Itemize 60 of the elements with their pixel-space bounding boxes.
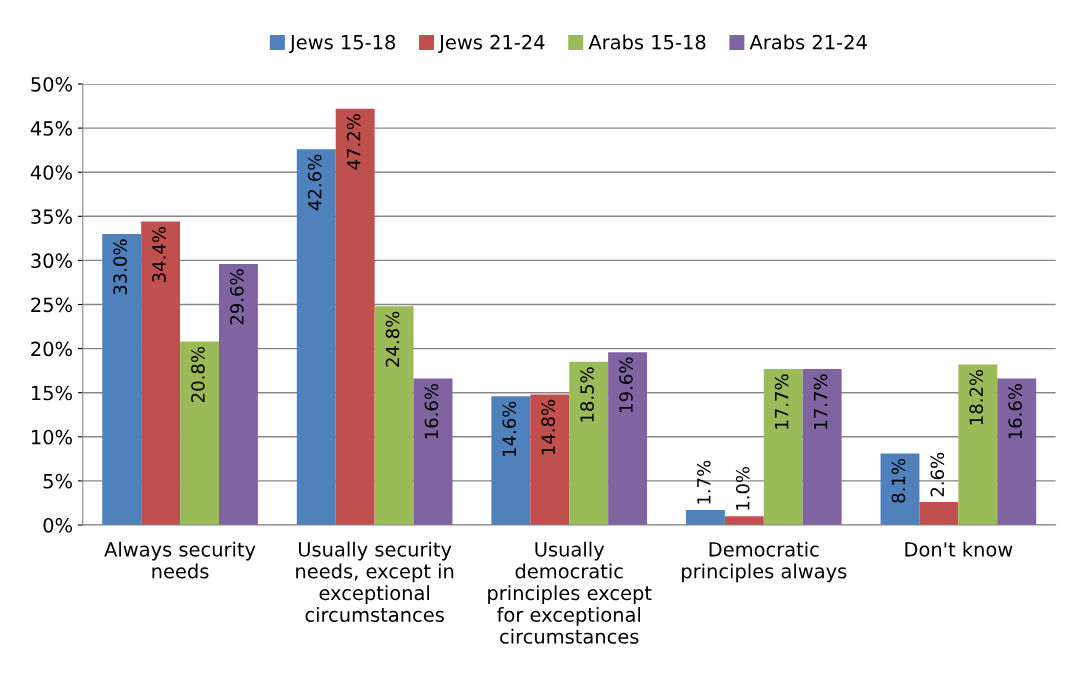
x-tick-label: Don't know xyxy=(905,541,1013,557)
bar xyxy=(218,263,258,525)
bar xyxy=(530,394,570,525)
legend-label: Jews 15-18 xyxy=(288,34,396,54)
bar xyxy=(491,396,531,525)
data-label: 18.2% xyxy=(969,369,984,425)
y-tick-label: 25% xyxy=(31,297,72,313)
y-tick-label: 40% xyxy=(30,165,72,180)
x-tick-label: Always security needs xyxy=(104,541,256,579)
data-label: 19.6% xyxy=(619,357,633,412)
data-label: 29.6% xyxy=(230,269,244,325)
bar xyxy=(569,361,609,525)
bar xyxy=(724,516,764,525)
legend-label: Arabs 15-18 xyxy=(588,34,706,50)
data-label: 14.8% xyxy=(541,399,555,455)
data-label: 16.6% xyxy=(1008,383,1022,439)
data-label: 24.8% xyxy=(385,311,400,367)
bar xyxy=(413,378,453,525)
y-tick-label: 20% xyxy=(31,341,72,357)
bar xyxy=(997,378,1037,525)
bar xyxy=(958,364,998,525)
y-tick-label: 30% xyxy=(31,253,72,269)
data-label: 14.6% xyxy=(502,401,517,457)
bar xyxy=(374,306,414,525)
x-tick-label: Usually democratic principles except for exceptional circumstances xyxy=(488,541,652,644)
x-tick-label: Usually security needs, except in exceptional circumstances xyxy=(296,541,454,623)
data-label: 2.6% xyxy=(930,452,945,497)
data-label: 47.2% xyxy=(346,114,361,170)
data-label: 33.0% xyxy=(113,239,127,295)
y-tick-label: 45% xyxy=(30,121,72,136)
data-label: 20.8% xyxy=(191,346,205,402)
y-tick-label: 5% xyxy=(43,473,72,489)
data-label: 16.6% xyxy=(424,383,439,439)
bar xyxy=(763,368,803,525)
data-label: 18.5% xyxy=(580,367,594,422)
bar xyxy=(608,352,648,525)
data-label: 34.4% xyxy=(152,227,166,282)
bar xyxy=(141,221,181,525)
bar xyxy=(180,341,219,525)
y-tick-label: 10% xyxy=(31,429,72,445)
legend-label: Jews 21-24 xyxy=(438,34,545,54)
data-label: 17.7% xyxy=(774,374,789,429)
y-tick-label: 15% xyxy=(31,385,72,401)
y-tick-label: 50% xyxy=(31,76,72,92)
data-label: 8.1% xyxy=(891,458,906,503)
legend-label: Arabs 21-24 xyxy=(749,34,867,50)
bar xyxy=(102,233,142,525)
bar xyxy=(685,510,725,525)
bar xyxy=(919,502,959,525)
data-label: 42.6% xyxy=(307,154,322,211)
bar xyxy=(802,368,842,525)
data-label: 17.7% xyxy=(813,374,828,429)
y-tick-label: 0% xyxy=(43,517,72,533)
y-tick-label: 35% xyxy=(31,209,72,224)
bar xyxy=(880,453,920,525)
data-label: 1.0% xyxy=(735,466,750,510)
bar xyxy=(296,149,336,525)
bar xyxy=(335,108,375,525)
x-tick-label: Democratic principles always xyxy=(682,541,847,583)
data-label: 1.7% xyxy=(697,460,711,504)
